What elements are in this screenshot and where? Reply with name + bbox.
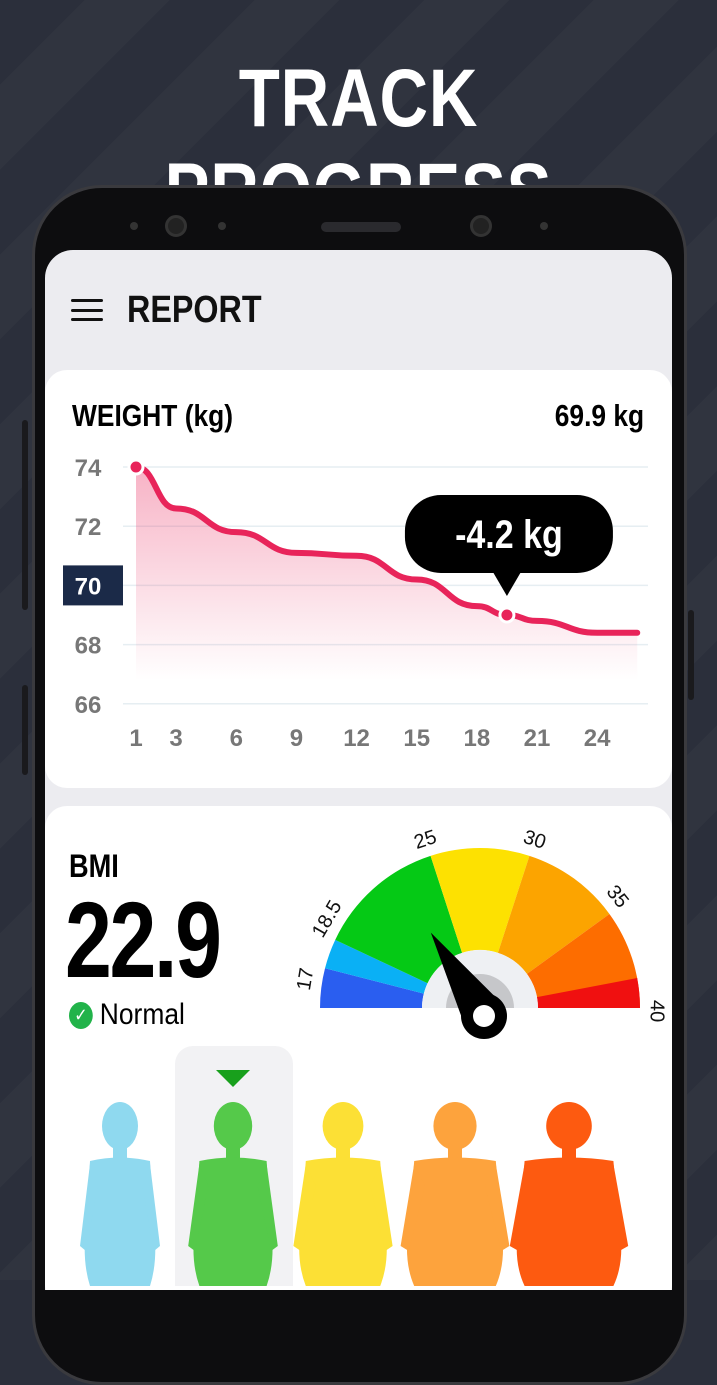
gauge-segment [497, 855, 610, 974]
y-tick-label: 66 [75, 692, 102, 719]
neck [448, 1144, 462, 1162]
y-tick-label: 68 [75, 633, 102, 660]
x-tick-label: 18 [463, 725, 490, 752]
weight-title: WEIGHT (kg) [72, 398, 234, 433]
bmi-card[interactable]: BMI 22.9 ✓ Normal 17 18.5 25 30 35 40 [45, 806, 672, 1290]
bmi-label: BMI [69, 848, 119, 884]
weight-card[interactable]: WEIGHT (kg) 69.9 kg 74 72 70 68 66 1 3 6 9 12 15 18… [45, 370, 672, 788]
body-figure-2[interactable] [293, 1102, 393, 1286]
gauge-tick-label: 17 [293, 966, 318, 992]
torso [84, 1157, 156, 1286]
head [322, 1102, 364, 1150]
current-weight: 69.9 kg [554, 398, 644, 433]
y-tick-label: 72 [75, 514, 102, 541]
gauge-segment [325, 939, 428, 994]
gauge-segment [430, 848, 530, 953]
body-figure-1[interactable] [188, 1102, 278, 1286]
neck [336, 1144, 350, 1162]
body-figure-4[interactable] [509, 1102, 629, 1286]
selected-triangle-icon [216, 1070, 250, 1087]
x-tick-label: 21 [524, 725, 551, 752]
bmi-status-text: Normal [99, 998, 185, 1031]
y-tick-label: 70 [75, 573, 102, 600]
check-circle-icon: ✓ [69, 1001, 93, 1029]
data-point-marker [498, 606, 516, 624]
camera-icon [165, 215, 187, 237]
weight-area [136, 467, 638, 681]
head [546, 1102, 592, 1150]
weight-line [133, 464, 641, 636]
body-type-row[interactable] [45, 1046, 672, 1286]
x-tick-label: 24 [584, 725, 611, 752]
sensor-icon [218, 222, 226, 230]
weight-chart[interactable]: 74 72 70 68 66 1 3 6 9 12 15 18 21 24 -4.2 kg [45, 370, 672, 788]
x-tick-label: 12 [343, 725, 370, 752]
body-figure-0[interactable] [80, 1102, 160, 1286]
torso [193, 1157, 273, 1286]
gauge-tick-label: 30 [521, 826, 549, 854]
data-point-marker [127, 458, 145, 476]
x-tick-label: 1 [129, 725, 142, 752]
power-button [688, 610, 694, 700]
gauge-tick-label: 40 [645, 1000, 667, 1023]
speaker-icon [321, 222, 401, 232]
gauge-needle-center [473, 1005, 495, 1027]
sensor-icon [130, 222, 138, 230]
head [102, 1102, 138, 1150]
app-screen: REPORT WEIGHT (kg) 69.9 kg 74 72 70 68 66 1 3 6… [45, 250, 672, 1290]
neck [113, 1144, 127, 1162]
bmi-value: 22.9 [65, 879, 222, 1000]
page-title: REPORT [127, 288, 262, 331]
y-tick-label: 74 [75, 455, 102, 482]
hamburger-menu-icon[interactable] [71, 299, 103, 321]
x-tick-label: 6 [230, 725, 243, 752]
bmi-status: ✓ Normal [69, 998, 185, 1032]
head [433, 1102, 477, 1150]
app-header: REPORT [45, 250, 672, 370]
body-figure-3[interactable] [400, 1102, 510, 1286]
tooltip-pointer [492, 572, 521, 596]
tooltip-text: -4.2 kg [455, 511, 563, 556]
torso [516, 1157, 622, 1286]
camera-icon [470, 215, 492, 237]
sensor-icon [540, 222, 548, 230]
neck [226, 1144, 240, 1162]
torso [406, 1157, 504, 1286]
head [213, 1102, 253, 1150]
x-tick-label: 9 [290, 725, 303, 752]
x-tick-label: 15 [403, 725, 430, 752]
torso [299, 1157, 387, 1286]
gauge-segment [335, 855, 463, 984]
gauge-segment [320, 968, 424, 1008]
bixby-button [22, 685, 28, 775]
tooltip-bubble [404, 495, 613, 573]
neck [562, 1144, 576, 1162]
highlighted-tick-bg [63, 565, 123, 606]
gauge-segment [536, 978, 640, 1008]
volume-button [22, 420, 28, 610]
gauge-tick-label: 25 [411, 826, 439, 854]
x-tick-label: 3 [169, 725, 182, 752]
gauge-tick-label: 35 [602, 881, 633, 912]
